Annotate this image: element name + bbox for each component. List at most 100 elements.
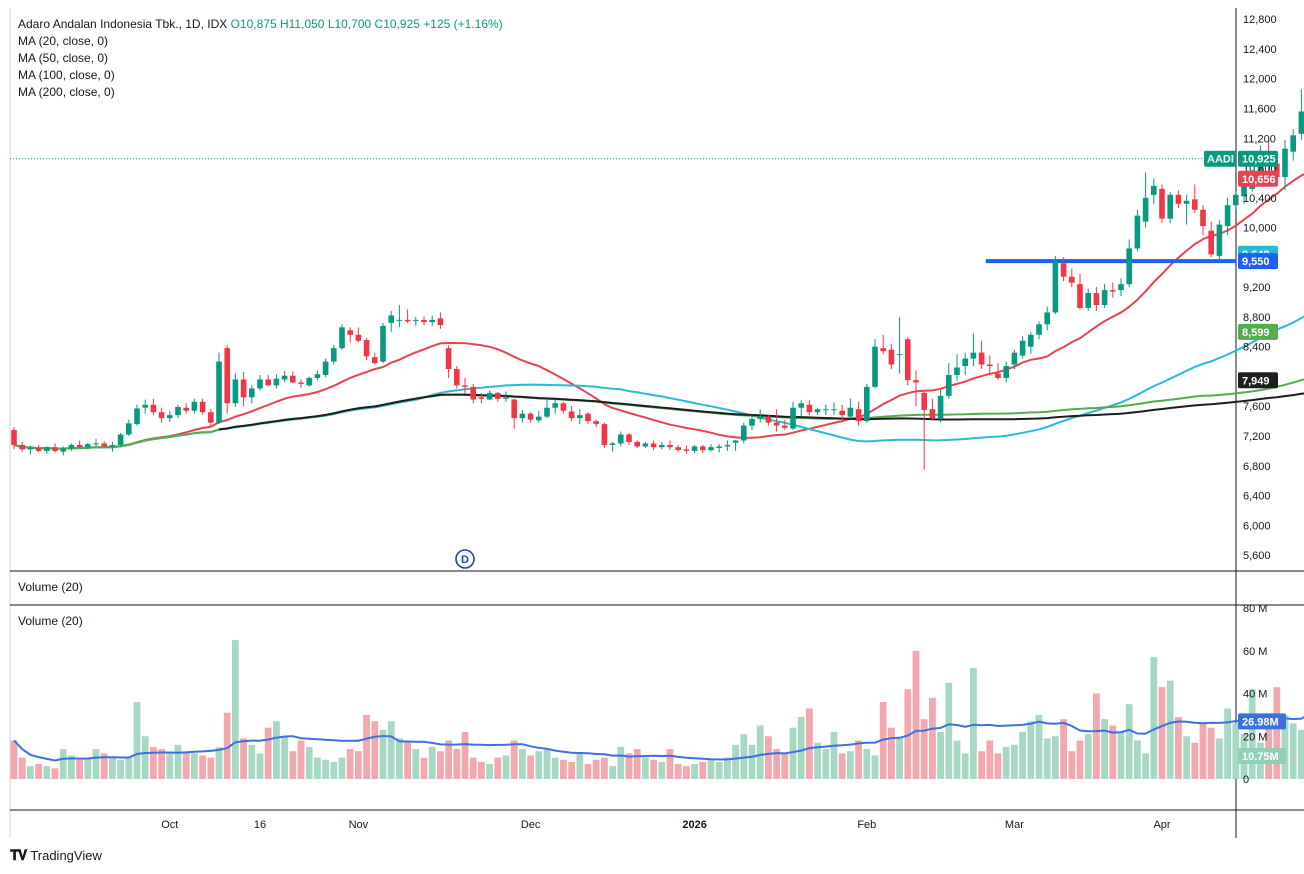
support-line-badge-bg (1238, 253, 1278, 270)
volume-pane-title-collapsed[interactable]: Volume (20) (18, 580, 83, 594)
low-value: L10,700 (327, 17, 372, 31)
volume-bar (601, 757, 608, 779)
ma-line-100 (13, 378, 1304, 450)
candle (847, 398, 854, 419)
candle (872, 339, 878, 389)
candle (806, 400, 813, 416)
candle-body (388, 315, 394, 323)
grid (9, 8, 1304, 838)
volume-bar (133, 702, 141, 779)
candle (404, 309, 411, 323)
candle (921, 391, 927, 470)
candle (905, 337, 911, 386)
candle (1208, 221, 1214, 258)
ma20-legend[interactable]: MA (20, close, 0) (18, 34, 109, 48)
candle (782, 419, 788, 431)
volume-bar (461, 731, 469, 779)
candle (495, 392, 501, 402)
volume-bar (1109, 725, 1117, 779)
candle-body (913, 380, 919, 383)
price-tick-label: 12,000 (1243, 74, 1277, 86)
candle (913, 370, 919, 407)
ma100-legend[interactable]: MA (100, close, 0) (18, 68, 115, 82)
candle (60, 446, 66, 456)
ma50-legend[interactable]: MA (50, close, 0) (18, 51, 109, 65)
candle (1036, 321, 1042, 340)
candle-body (749, 418, 755, 426)
candle-body (954, 367, 960, 375)
volume-bar (1019, 731, 1026, 779)
time-tick-label: Feb (857, 819, 876, 831)
volume-bar (92, 749, 100, 779)
candle (437, 312, 444, 329)
candle (134, 404, 140, 426)
candle-body (1093, 293, 1100, 306)
candle-body (363, 339, 370, 357)
candle (216, 352, 222, 425)
candle-body (814, 409, 821, 413)
volume-bar (289, 751, 297, 779)
price-tick-label: 8,800 (1243, 312, 1271, 324)
candle (1151, 178, 1157, 204)
tradingview-brand[interactable]: 𝐓𝐕 TradingView (10, 847, 102, 864)
candle-body (380, 325, 386, 362)
candle-body (85, 444, 91, 448)
candle-body (511, 399, 517, 419)
candle-body (134, 408, 140, 425)
candle-body (150, 404, 157, 413)
ma200-legend[interactable]: MA (200, close, 0) (18, 85, 115, 99)
volume-bar (1166, 680, 1174, 779)
volume-bar (76, 759, 83, 779)
volume-bar (223, 712, 231, 779)
candle (109, 441, 116, 452)
candle (823, 404, 829, 416)
candle (749, 415, 755, 431)
candle (429, 315, 435, 326)
volume-bar (502, 755, 510, 779)
candle-body (1101, 290, 1108, 306)
volume-bar (830, 731, 838, 779)
candle (462, 377, 468, 394)
candle-body (76, 444, 83, 448)
candle (1110, 282, 1116, 298)
candle (85, 442, 91, 450)
candle-body (855, 409, 862, 422)
volume-bar (896, 738, 903, 779)
volume-bar (1101, 719, 1108, 779)
candle-body (347, 330, 353, 335)
candle (44, 446, 50, 454)
ma200-badge-text: 7,949 (1242, 375, 1270, 387)
last-price-badge: 10,925 (1238, 150, 1278, 167)
volume-bar (346, 749, 354, 779)
candle (11, 427, 17, 450)
candle-body (208, 412, 214, 423)
candle-body (1208, 230, 1214, 255)
volume-tick-label: 0 (1243, 774, 1249, 786)
candle-body (109, 444, 116, 447)
volume-bar (453, 749, 461, 779)
candle (478, 392, 485, 404)
volume-bar (797, 717, 805, 779)
candle (388, 310, 394, 332)
volume-pane-title[interactable]: Volume (20) (18, 614, 83, 628)
candle (593, 419, 599, 428)
volume-bar (182, 751, 190, 779)
candle-body (191, 401, 198, 411)
candle (929, 398, 936, 420)
candle-body (470, 386, 476, 400)
candle-body (101, 443, 107, 447)
volume-bar (560, 759, 567, 779)
candle (1298, 89, 1304, 140)
ma20-badge-text: 10,656 (1242, 174, 1276, 186)
volume-bar (215, 746, 223, 779)
candle-body (1216, 224, 1223, 256)
volume-bar (912, 650, 920, 779)
candle (331, 345, 337, 365)
ma200-badge: 7,949 (1238, 372, 1278, 389)
volume-bar (355, 751, 362, 779)
volume-tick-label: 80 M (1243, 603, 1267, 615)
candle-body (962, 358, 968, 367)
volume-bar (297, 740, 305, 779)
candle (626, 433, 632, 445)
